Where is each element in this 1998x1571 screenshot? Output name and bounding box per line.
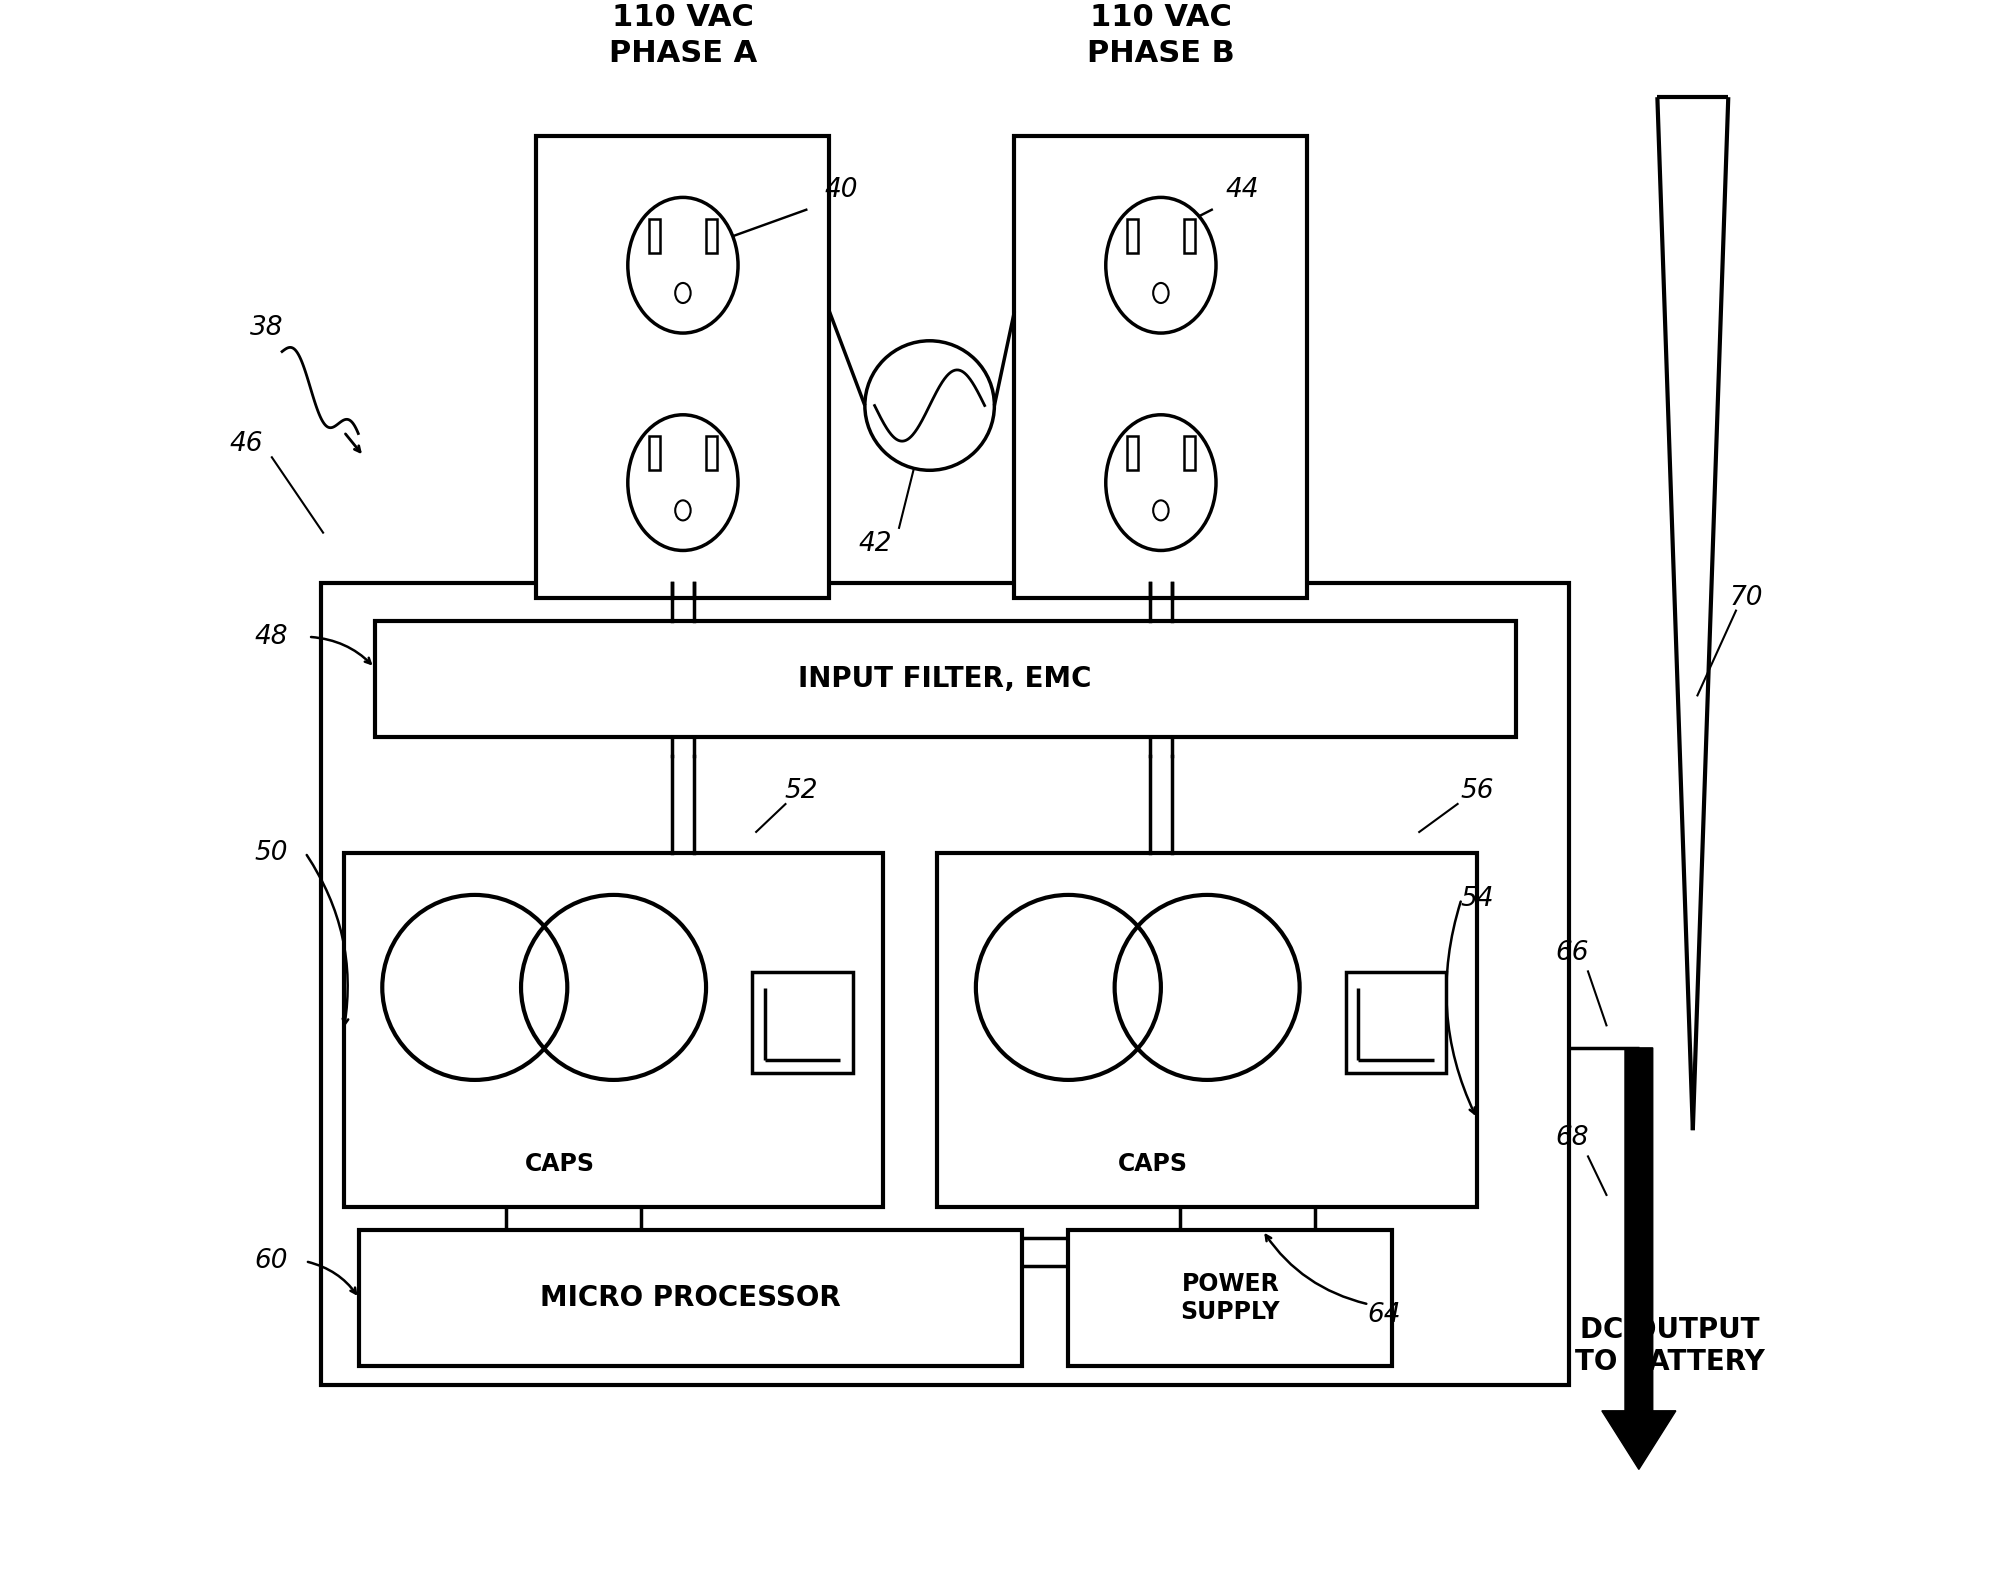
Ellipse shape xyxy=(675,500,691,520)
Text: 110 VAC
PHASE B: 110 VAC PHASE B xyxy=(1087,3,1235,68)
Ellipse shape xyxy=(1105,415,1217,550)
Text: POWER
SUPPLY: POWER SUPPLY xyxy=(1181,1273,1281,1324)
Bar xyxy=(360,1230,1023,1367)
Bar xyxy=(649,437,659,470)
Text: 70: 70 xyxy=(1730,586,1764,611)
Text: 56: 56 xyxy=(1461,778,1495,804)
Text: 50: 50 xyxy=(254,839,288,866)
Ellipse shape xyxy=(627,198,737,333)
Bar xyxy=(1069,1230,1393,1367)
Bar xyxy=(1127,218,1137,253)
Bar xyxy=(1127,437,1137,470)
Bar xyxy=(705,218,717,253)
Bar xyxy=(535,135,829,599)
Text: 64: 64 xyxy=(1369,1302,1401,1327)
Bar xyxy=(705,437,717,470)
Bar xyxy=(649,218,659,253)
Text: 48: 48 xyxy=(254,624,288,650)
Text: 44: 44 xyxy=(1227,176,1259,203)
Bar xyxy=(1015,135,1307,599)
Text: MICRO PROCESSOR: MICRO PROCESSOR xyxy=(539,1284,841,1312)
Bar xyxy=(320,583,1570,1384)
Text: 52: 52 xyxy=(785,778,819,804)
Text: INPUT FILTER, EMC: INPUT FILTER, EMC xyxy=(799,665,1091,693)
Bar xyxy=(374,622,1516,737)
Ellipse shape xyxy=(1153,283,1169,303)
Ellipse shape xyxy=(675,283,691,303)
Bar xyxy=(937,853,1477,1207)
Text: CAPS: CAPS xyxy=(525,1152,595,1177)
Text: CAPS: CAPS xyxy=(1119,1152,1189,1177)
Bar xyxy=(753,972,853,1073)
Ellipse shape xyxy=(1153,500,1169,520)
Text: 110 VAC
PHASE A: 110 VAC PHASE A xyxy=(609,3,757,68)
Text: 60: 60 xyxy=(254,1249,288,1274)
Text: 68: 68 xyxy=(1556,1125,1588,1152)
Bar xyxy=(344,853,883,1207)
FancyArrow shape xyxy=(1602,1048,1676,1469)
Text: 38: 38 xyxy=(250,316,284,341)
Bar xyxy=(1185,437,1195,470)
Text: 46: 46 xyxy=(230,430,264,457)
Text: 54: 54 xyxy=(1461,886,1495,911)
Ellipse shape xyxy=(1105,198,1217,333)
Bar xyxy=(1185,218,1195,253)
Text: DC OUTPUT
TO BATTERY: DC OUTPUT TO BATTERY xyxy=(1574,1316,1764,1376)
Text: 40: 40 xyxy=(825,176,859,203)
Text: 66: 66 xyxy=(1556,939,1588,966)
Ellipse shape xyxy=(627,415,737,550)
Text: 42: 42 xyxy=(859,531,893,558)
Bar xyxy=(1347,972,1447,1073)
